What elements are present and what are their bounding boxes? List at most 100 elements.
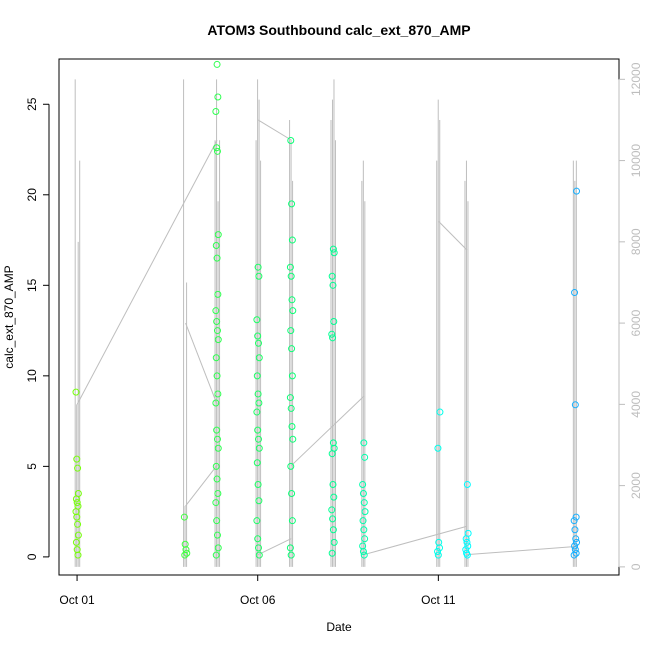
y2-tick-label: 12000 (629, 62, 643, 96)
data-point (570, 517, 578, 525)
data-point (288, 372, 296, 380)
data-point (287, 462, 295, 470)
data-point (212, 108, 220, 116)
data-point (214, 336, 222, 344)
y-tick-label: 25 (25, 97, 39, 111)
data-point (214, 444, 222, 452)
data-point (287, 551, 295, 559)
data-point (573, 187, 581, 195)
x-tick-label: Oct 01 (59, 593, 95, 607)
data-point (74, 520, 82, 528)
data-point (328, 506, 336, 514)
data-point (253, 372, 261, 380)
data-point (181, 551, 189, 559)
plot-frame (58, 58, 620, 576)
data-point (462, 535, 470, 543)
data-point (571, 526, 579, 534)
data-point (289, 435, 297, 443)
data-point (571, 289, 579, 297)
data-point (328, 330, 336, 338)
data-point (254, 390, 262, 398)
data-point (212, 307, 220, 315)
x-axis: Oct 01 Oct 06 Oct 11 (59, 574, 456, 607)
data-point (214, 290, 222, 298)
data-point (213, 435, 221, 443)
data-point (212, 241, 220, 249)
data-point (213, 147, 221, 155)
data-point (254, 263, 262, 271)
data-point (329, 480, 337, 488)
data-point (434, 547, 442, 555)
data-point (214, 93, 222, 101)
data-point (214, 490, 222, 498)
data-point (254, 339, 262, 347)
data-point (72, 388, 80, 396)
data-point (328, 272, 336, 280)
secondary-connector (76, 140, 218, 405)
data-point (287, 404, 295, 412)
data-point (463, 538, 471, 546)
y-axis-label: calc_ext_870_AMP (2, 265, 16, 368)
data-point (213, 318, 221, 326)
data-point (212, 399, 220, 407)
data-point (213, 531, 221, 539)
data-point (183, 549, 191, 557)
data-point (254, 435, 262, 443)
data-point (254, 480, 262, 488)
data-point (212, 462, 220, 470)
data-point (72, 495, 80, 503)
secondary-connector (185, 464, 218, 507)
data-point (570, 551, 578, 559)
y-tick-label: 5 (25, 463, 39, 470)
secondary-connector (363, 525, 468, 556)
data-points (72, 60, 581, 559)
data-point (214, 390, 222, 398)
data-point (361, 535, 369, 543)
data-point (213, 475, 221, 483)
data-point (434, 444, 442, 452)
data-point (253, 517, 261, 525)
x-tick-label: Oct 06 (240, 593, 276, 607)
y-tick-label: 20 (25, 188, 39, 202)
data-point (288, 423, 296, 431)
y-axis: 0 5 10 15 20 25 (25, 97, 50, 560)
data-point (288, 236, 296, 244)
data-point (214, 544, 222, 552)
y-tick-label: 0 (25, 553, 39, 560)
data-point (288, 200, 296, 208)
data-point (572, 535, 580, 543)
secondary-connector (438, 221, 468, 251)
data-point (288, 296, 296, 304)
data-point (213, 426, 221, 434)
data-point (571, 401, 579, 409)
data-point (286, 263, 294, 271)
data-point (329, 245, 337, 253)
secondary-connector (466, 546, 576, 556)
data-point (287, 272, 295, 280)
data-point (359, 490, 367, 498)
data-point (436, 544, 444, 552)
y2-tick-label: 2000 (629, 472, 643, 499)
data-point (254, 535, 262, 543)
data-point (434, 551, 442, 559)
y2-axis: 0 2000 4000 6000 8000 10000 12000 (618, 62, 643, 570)
data-point (254, 544, 262, 552)
data-point (255, 399, 263, 407)
data-point (286, 544, 294, 552)
data-point (287, 136, 295, 144)
data-point (287, 327, 295, 335)
data-point (212, 551, 220, 559)
secondary-connector (257, 537, 292, 556)
secondary-series (74, 79, 577, 567)
data-point (572, 513, 580, 521)
data-point (213, 517, 221, 525)
data-point (253, 316, 261, 324)
data-point (330, 318, 338, 326)
data-point (254, 332, 262, 340)
data-point (572, 549, 580, 557)
data-point (255, 551, 263, 559)
data-point (255, 497, 263, 505)
data-point (255, 272, 263, 280)
y2-tick-label: 0 (629, 563, 643, 570)
data-point (74, 551, 82, 559)
